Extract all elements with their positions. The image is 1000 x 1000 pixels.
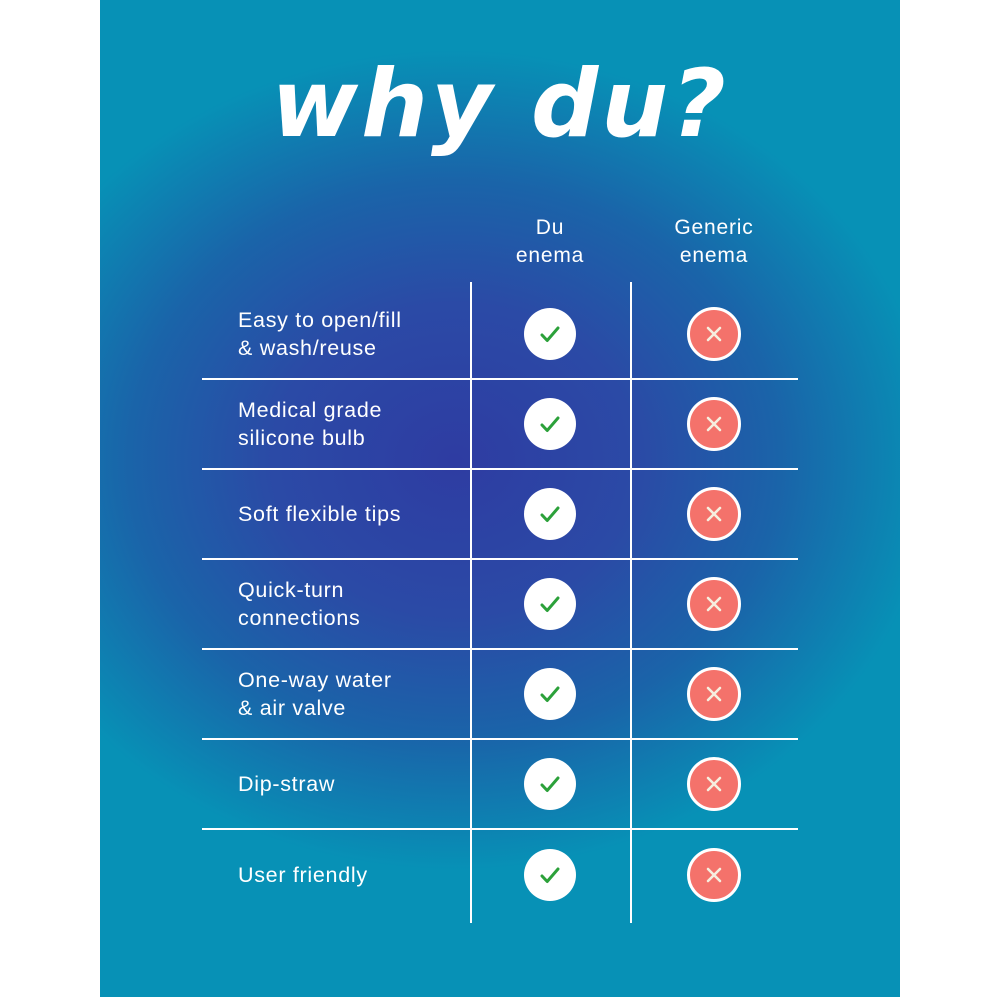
- x-icon: [687, 757, 741, 811]
- column-header-du-enema: Du enema: [515, 216, 585, 268]
- check-icon: [524, 398, 576, 450]
- column-divider: [470, 282, 472, 923]
- check-icon: [524, 758, 576, 810]
- x-icon: [687, 667, 741, 721]
- generic-enema-cell: [630, 397, 798, 451]
- table-row: Dip-straw: [202, 740, 798, 830]
- feature-label: Soft flexible tips: [238, 501, 402, 526]
- generic-enema-cell: [630, 307, 798, 361]
- table-row: Easy to open/fill & wash/reuse: [202, 290, 798, 380]
- table-row: User friendly: [202, 830, 798, 920]
- check-icon: [524, 488, 576, 540]
- x-icon: [687, 577, 741, 631]
- check-icon: [524, 308, 576, 360]
- feature-label: Dip-straw: [238, 771, 336, 796]
- column-headers: Du enema Generic enema: [202, 214, 798, 271]
- page-title: why du?: [271, 50, 729, 159]
- check-icon: [524, 849, 576, 901]
- generic-enema-cell: [630, 577, 798, 631]
- du-enema-cell: [470, 849, 630, 901]
- generic-enema-cell: [630, 487, 798, 541]
- x-icon: [687, 307, 741, 361]
- x-icon: [687, 487, 741, 541]
- x-icon: [687, 397, 741, 451]
- du-enema-cell: [470, 488, 630, 540]
- infographic-panel: why du? Du enema Generic enema Easy to o…: [100, 0, 900, 997]
- du-enema-cell: [470, 668, 630, 720]
- check-icon: [524, 668, 576, 720]
- du-enema-cell: [470, 578, 630, 630]
- feature-label: One-way water & air valve: [238, 667, 392, 720]
- table-row: Soft flexible tips: [202, 470, 798, 560]
- column-divider: [630, 282, 632, 923]
- table-row: Quick-turn connections: [202, 560, 798, 650]
- check-icon: [524, 578, 576, 630]
- generic-enema-cell: [630, 757, 798, 811]
- feature-column-spacer: [202, 214, 470, 271]
- x-icon: [687, 848, 741, 902]
- table-row: Medical grade silicone bulb: [202, 380, 798, 470]
- feature-label: Easy to open/fill & wash/reuse: [238, 307, 402, 360]
- feature-label: Quick-turn connections: [238, 577, 361, 630]
- du-enema-cell: [470, 398, 630, 450]
- feature-label: User friendly: [238, 862, 368, 887]
- column-header-generic-enema: Generic enema: [674, 216, 754, 268]
- du-enema-cell: [470, 308, 630, 360]
- generic-enema-cell: [630, 667, 798, 721]
- generic-enema-cell: [630, 848, 798, 902]
- feature-label: Medical grade silicone bulb: [238, 397, 383, 450]
- table-row: One-way water & air valve: [202, 650, 798, 740]
- comparison-table: Easy to open/fill & wash/reuse Medical g…: [202, 282, 798, 923]
- du-enema-cell: [470, 758, 630, 810]
